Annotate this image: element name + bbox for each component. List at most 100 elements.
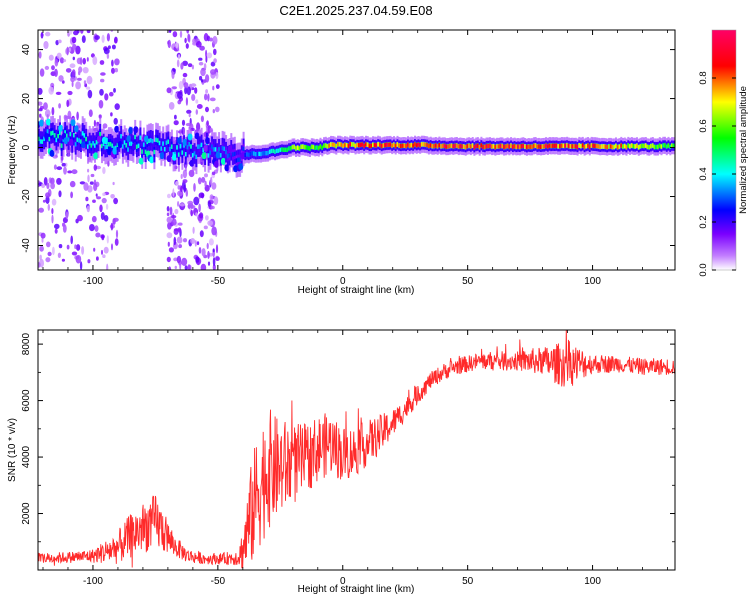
spectrogram-noise-speck [114, 238, 119, 246]
spectrogram-blob [81, 141, 86, 149]
spectrogram-ytick-label: 40 [21, 44, 32, 56]
spectrogram-noise-speck [103, 47, 110, 55]
spectrogram-band-core [422, 142, 425, 147]
spectrogram-noise-speck [185, 43, 189, 49]
spectrogram-noise-speck [191, 94, 196, 101]
spectrogram-band-core [366, 142, 369, 147]
spectrogram-noise-speck [90, 173, 95, 178]
spectrogram-band-core [494, 145, 497, 150]
spectrogram-band-core [461, 144, 464, 149]
spectrogram-band-core [170, 144, 173, 149]
spectrogram-band-core [386, 142, 388, 147]
spectrogram-band-core [393, 142, 395, 147]
snr-xtick-label: -100 [83, 576, 103, 587]
spectrogram-noise-speck [184, 265, 188, 270]
spectrogram-noise-speck [215, 244, 219, 254]
snr-ytick-label: 2000 [21, 502, 32, 525]
spectrogram-noise-speck [78, 66, 83, 73]
spectrogram-noise-speck [51, 65, 55, 71]
spectrogram-band-core [38, 136, 40, 142]
spectrogram-band-core [90, 143, 93, 148]
spectrogram-noise-speck [181, 119, 186, 126]
spectrogram-noise-speck [77, 77, 82, 81]
spectrogram-noise-speck [81, 246, 85, 255]
spectrogram-band-core [277, 148, 280, 153]
spectrogram-band-core [272, 148, 275, 154]
spectrogram-band-core [319, 144, 322, 149]
spectrogram-band-core [578, 143, 581, 148]
spectrogram-band-core [324, 143, 327, 148]
spectrogram-noise-speck [58, 190, 62, 198]
spectrogram-noise-speck [53, 164, 57, 170]
spectrogram-noise-speck [106, 235, 109, 244]
spectrogram-noise-speck [174, 265, 177, 270]
spectrogram-band-core [78, 138, 81, 143]
spectrogram-band-core [211, 144, 214, 149]
spectrogram-noise-speck [41, 237, 44, 243]
colorbar-label: Normalized spectral amplitude [738, 86, 749, 214]
spectrogram-noise-speck [205, 106, 209, 113]
spectrogram-band-core [116, 142, 119, 147]
spectrogram-noise-speck [52, 246, 55, 256]
spectrogram-noise-speck [184, 37, 187, 44]
spectrogram-noise-speck [212, 248, 215, 253]
snr-xtick-label: 0 [340, 576, 346, 587]
spectrogram-noise-speck [211, 226, 217, 236]
spectrogram-noise-speck [86, 30, 91, 34]
spectrogram-band-core [298, 146, 301, 151]
spectrogram-band-core [125, 143, 128, 148]
spectrogram-band-core [574, 144, 577, 149]
spectrogram-noise-speck [87, 174, 90, 183]
spectrogram-band-core [181, 150, 184, 155]
figure-title: C2E1.2025.237.04.59.E08 [279, 3, 432, 18]
spectrogram-noise-speck [172, 31, 178, 38]
spectrogram-noise-speck [173, 228, 179, 235]
spectrogram-band-core [552, 143, 555, 148]
spectrogram-band-core [662, 143, 665, 148]
spectrogram-noise-speck [213, 58, 217, 64]
spectrogram-band-core [244, 152, 247, 158]
snr-ytick-label: 6000 [21, 389, 32, 412]
spectrogram-noise-speck [38, 87, 43, 95]
spectrogram-noise-speck [86, 205, 91, 213]
spectrogram-band-core [92, 141, 95, 146]
spectrogram-noise-speck [173, 120, 179, 126]
spectrogram-noise-speck [201, 176, 206, 183]
spectrogram-noise-speck [39, 68, 45, 77]
spectrogram-noise-speck [51, 198, 57, 206]
spectrogram-band-core [55, 137, 58, 143]
spectrogram-noise-speck [95, 232, 101, 238]
spectrogram-band-core [265, 151, 268, 156]
colorbar-ticks: 0.0 0.2 0.4 0.6 0.8 [698, 71, 736, 277]
spectrogram-band-core [602, 144, 605, 149]
spectrogram-band-core [188, 142, 191, 147]
spectrogram-band-core [139, 135, 142, 140]
spectrogram-noise-speck [175, 42, 179, 49]
spectrogram-noise-speck [93, 182, 98, 192]
spectrogram-band-core [85, 136, 88, 142]
spectrogram-blob [39, 119, 44, 127]
spectrogram-noise-speck [102, 166, 106, 175]
spectrogram-blob [68, 138, 74, 146]
spectrogram-noise-speck [182, 179, 188, 184]
spectrogram-band-core [384, 142, 387, 148]
spectrogram-band-core [184, 152, 187, 157]
spectrogram-noise-speck [45, 31, 51, 37]
spectrogram-band-core [573, 144, 576, 149]
spectrogram-noise-speck [215, 256, 220, 262]
spectrogram-band-core [592, 143, 595, 148]
spectrogram-band-core [403, 143, 406, 148]
spectrogram-noise-speck [200, 68, 206, 77]
spectrogram-ylabel: Frequency (Hz) [7, 116, 18, 185]
spectrogram-band-core [407, 142, 409, 147]
spectrogram-noise-speck [92, 56, 98, 66]
spectrogram-noise-speck [177, 222, 183, 226]
spectrogram-noise-speck [69, 63, 76, 68]
spectrogram-noise-speck [206, 242, 209, 250]
spectrogram-noise-speck [177, 185, 181, 190]
spectrogram-band-core [636, 143, 638, 148]
spectrogram-band-core [373, 142, 376, 148]
spectrogram-band-core [548, 143, 551, 148]
spectrogram-noise-speck [115, 229, 119, 239]
spectrogram-noise-speck [61, 80, 65, 84]
